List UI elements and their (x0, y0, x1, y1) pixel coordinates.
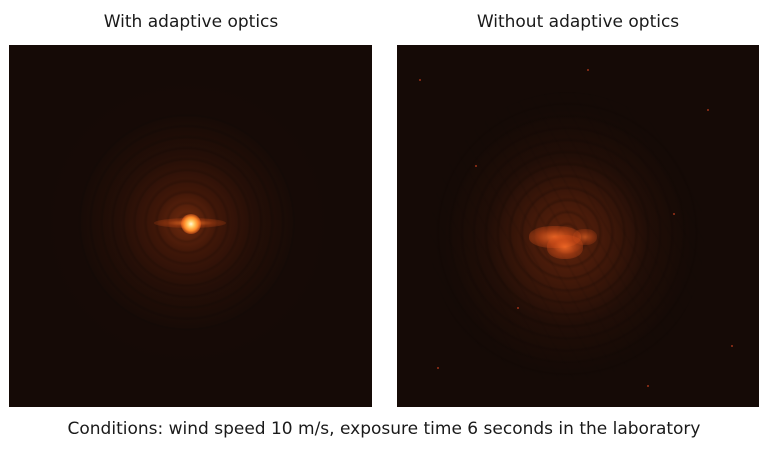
noise-pixel (587, 69, 589, 71)
noise-pixel (419, 79, 421, 81)
ao-bright-core (181, 214, 201, 234)
noise-pixel (707, 109, 709, 111)
noise-pixel (731, 345, 733, 347)
with-ao-image (9, 45, 372, 407)
without-ao-image (397, 45, 759, 407)
noao-halo (397, 45, 759, 407)
conditions-caption: Conditions: wind speed 10 m/s, exposure … (67, 419, 701, 439)
noao-bright-blob (573, 229, 597, 245)
noise-pixel (517, 307, 519, 309)
with-ao-title: With adaptive optics (103, 12, 279, 32)
noise-pixel (647, 385, 649, 387)
without-ao-title: Without adaptive optics (476, 12, 680, 32)
noise-pixel (673, 213, 675, 215)
noise-pixel (475, 165, 477, 167)
noise-pixel (437, 367, 439, 369)
